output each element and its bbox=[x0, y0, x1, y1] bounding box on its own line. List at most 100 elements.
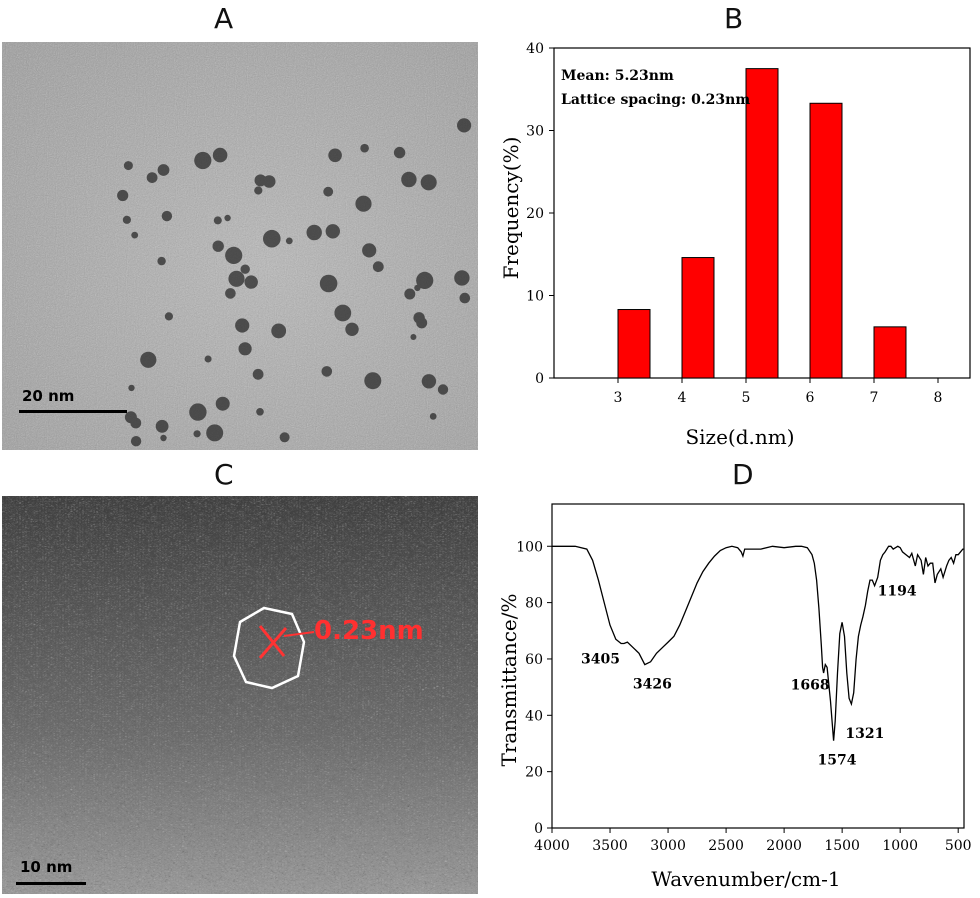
lattice-pointer bbox=[283, 631, 315, 637]
nanoparticle bbox=[254, 186, 263, 195]
peak-label: 1321 bbox=[845, 726, 884, 742]
peak-label: 3426 bbox=[633, 677, 672, 693]
ftir-x-tick-label: 1000 bbox=[882, 838, 918, 854]
nanoparticle bbox=[393, 146, 406, 159]
nanoparticle bbox=[285, 237, 293, 245]
nanoparticle bbox=[355, 195, 372, 212]
nanoparticle bbox=[238, 342, 252, 356]
lattice-spacing-label: 0.23nm bbox=[314, 616, 424, 646]
nanoparticle bbox=[157, 164, 170, 176]
nanoparticle bbox=[228, 270, 245, 287]
tem-image-a-svg bbox=[2, 42, 478, 450]
ftir-y-tick-label: 100 bbox=[516, 539, 543, 555]
nanoparticle bbox=[319, 274, 338, 293]
peak-label: 1194 bbox=[878, 583, 917, 599]
nanoparticle bbox=[131, 231, 139, 239]
nanoparticle bbox=[334, 304, 352, 322]
nanoparticle bbox=[325, 224, 340, 239]
ftir-y-label: Transmittance/% bbox=[497, 594, 521, 767]
nanoparticle bbox=[429, 413, 437, 420]
histogram-y-tick-label: 30 bbox=[526, 124, 544, 140]
nanoparticle bbox=[362, 243, 377, 258]
ftir-y-tick-label: 0 bbox=[534, 821, 543, 837]
histogram-bar bbox=[617, 309, 651, 379]
nanoparticle bbox=[224, 214, 231, 222]
panel-letter-c: C bbox=[214, 458, 234, 491]
nanoparticle bbox=[123, 161, 133, 171]
histogram-y-tick-label: 10 bbox=[526, 289, 544, 305]
nanoparticle bbox=[164, 312, 173, 321]
histogram-x-tick-label: 4 bbox=[678, 390, 687, 406]
nanoparticle bbox=[160, 434, 167, 442]
histogram-chart: 3 4 5 6 7 8 0 10 20 30 40 Mean: 5.23nm Lattice spa… bbox=[499, 41, 971, 449]
nanoparticle bbox=[364, 372, 382, 390]
nanoparticle bbox=[130, 436, 142, 447]
nanoparticle bbox=[252, 368, 264, 380]
nanoparticle bbox=[262, 175, 276, 188]
nanoparticle bbox=[372, 261, 384, 273]
histogram-x-tick-label: 3 bbox=[614, 390, 623, 406]
nanoparticle bbox=[459, 292, 471, 304]
ftir-y-tick-label: 60 bbox=[525, 652, 543, 668]
nanoparticle bbox=[421, 374, 437, 389]
panel-letter-a: A bbox=[214, 2, 234, 35]
ftir-x-label: Wavenumber/cm-1 bbox=[651, 867, 840, 891]
nanoparticle bbox=[271, 323, 287, 339]
nanoparticle bbox=[155, 419, 169, 433]
nanoparticle bbox=[240, 264, 250, 274]
histogram-x-label: Size(d.nm) bbox=[685, 425, 794, 449]
nanoparticle bbox=[279, 432, 290, 443]
ftir-x-tick-label: 1500 bbox=[824, 838, 860, 854]
peak-label: 1574 bbox=[818, 753, 857, 769]
nanoparticle bbox=[212, 147, 228, 163]
annotation-mean: Mean: 5.23nm bbox=[561, 68, 674, 84]
ftir-chart: 4000 3500 3000 2500 2000 1500 1000 500 0 20 40 60 80… bbox=[497, 503, 972, 891]
nanoparticle bbox=[189, 403, 207, 421]
nanoparticle bbox=[345, 322, 359, 336]
nanoparticle bbox=[204, 355, 212, 363]
nanoparticle bbox=[225, 288, 236, 299]
annotation-lattice: Lattice spacing: 0.23nm bbox=[561, 92, 750, 108]
nanoparticle bbox=[410, 334, 417, 340]
nanoparticle bbox=[416, 317, 428, 329]
ftir-x-tick-label: 3500 bbox=[592, 838, 628, 854]
ftir-spectrum-line bbox=[552, 545, 964, 741]
nanoparticle bbox=[215, 396, 230, 411]
nanoparticle bbox=[146, 172, 158, 184]
scale-label-c: 10 nm bbox=[20, 858, 73, 876]
nanoparticle bbox=[206, 424, 224, 442]
nanoparticle bbox=[323, 186, 334, 197]
histogram-y-tick-label: 20 bbox=[526, 206, 544, 222]
nanoparticle bbox=[457, 118, 472, 133]
lattice-arrow-1 bbox=[258, 625, 286, 657]
ftir-x-tick-label: 4000 bbox=[534, 838, 570, 854]
nanoparticle bbox=[225, 246, 243, 264]
lattice-outline bbox=[232, 606, 306, 690]
nanoparticle bbox=[194, 151, 212, 170]
tem-image-c: 0.23nm 10 nm bbox=[2, 496, 478, 894]
peak-label: 1668 bbox=[791, 677, 830, 693]
nanoparticle bbox=[122, 215, 131, 224]
nanoparticle bbox=[124, 411, 137, 424]
nanoparticle bbox=[244, 275, 258, 289]
ftir-y-tick-label: 80 bbox=[525, 596, 543, 612]
scale-bar-c bbox=[16, 882, 86, 885]
nanoparticle bbox=[157, 256, 166, 266]
histogram-bar bbox=[873, 326, 907, 379]
panel-letter-d: D bbox=[732, 458, 754, 491]
histogram-bar bbox=[809, 102, 843, 379]
nanoparticle bbox=[321, 366, 333, 377]
histogram-bar bbox=[681, 257, 715, 379]
nanoparticle bbox=[263, 229, 281, 248]
peak-label: 3405 bbox=[581, 651, 620, 667]
nanoparticle bbox=[256, 408, 264, 416]
ftir-x-tick-label: 2500 bbox=[708, 838, 744, 854]
nanoparticle bbox=[193, 430, 201, 438]
nanoparticle bbox=[306, 224, 322, 241]
histogram-x-tick-label: 7 bbox=[870, 390, 879, 406]
nanoparticle bbox=[140, 351, 157, 368]
scale-label-a: 20 nm bbox=[22, 387, 75, 405]
nanoparticle bbox=[128, 384, 135, 392]
nanoparticle bbox=[401, 171, 417, 188]
nanoparticle bbox=[420, 174, 437, 191]
